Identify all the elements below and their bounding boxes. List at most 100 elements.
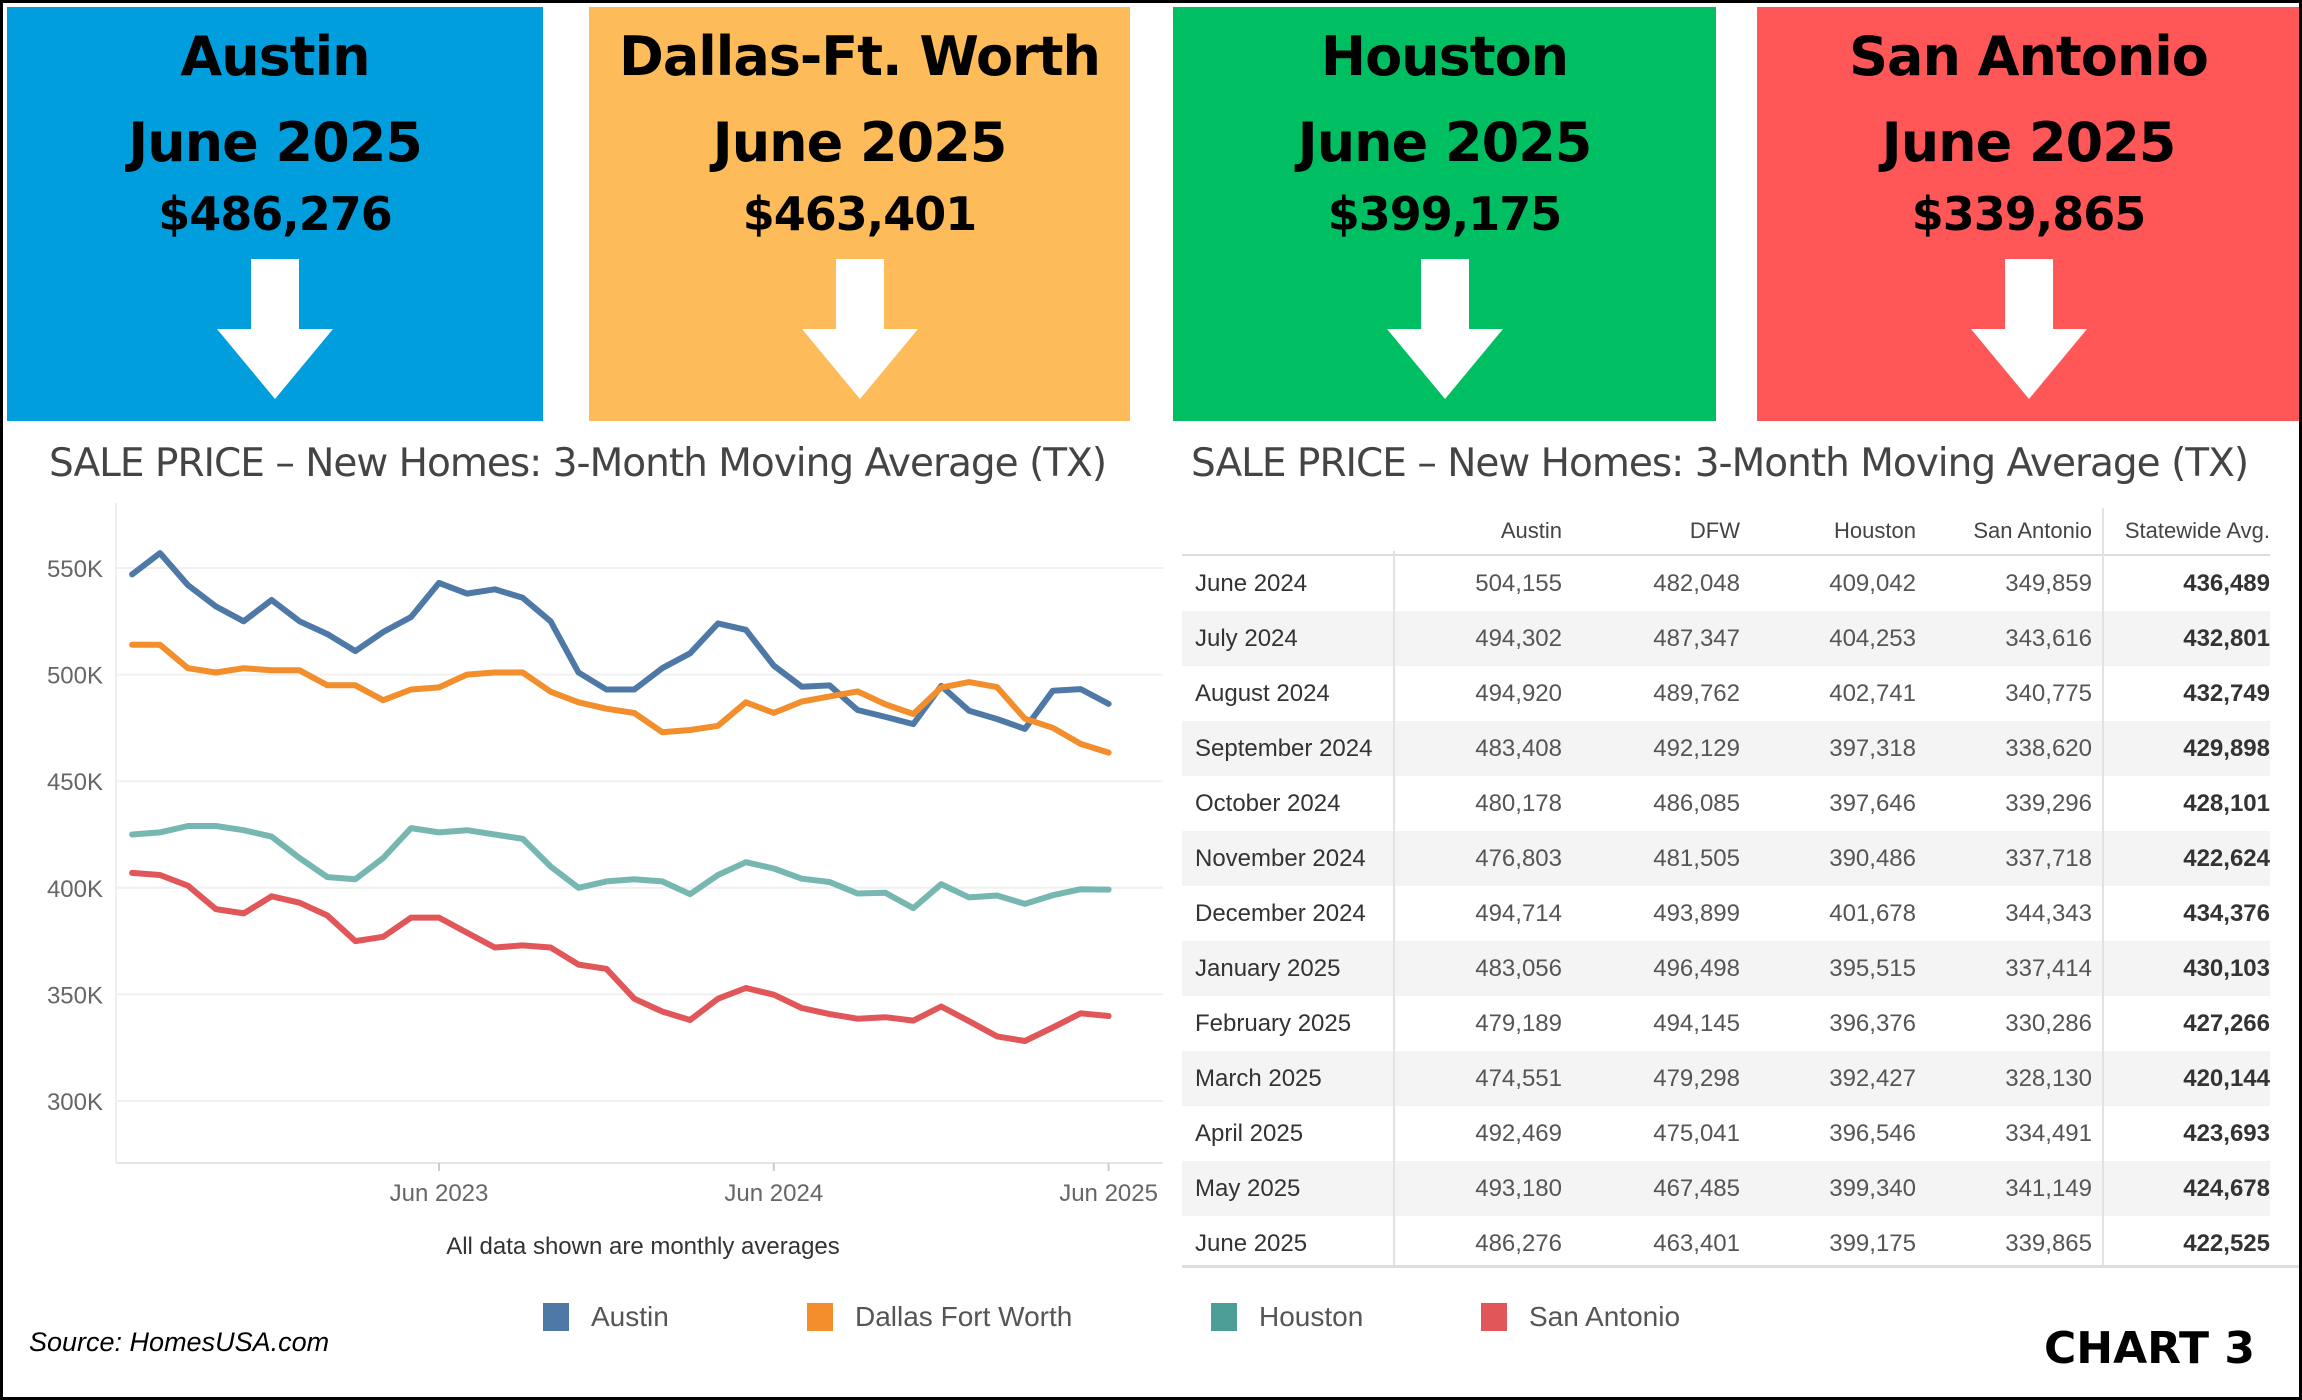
source-credit: Source: HomesUSA.com xyxy=(29,1327,330,1357)
x-tick-label: Jun 2025 xyxy=(1059,1180,1158,1207)
x-tick-label: Jun 2024 xyxy=(724,1180,823,1207)
legend-swatch xyxy=(1481,1303,1507,1331)
table-cell: 399,340 xyxy=(1829,1175,1916,1202)
legend-swatch xyxy=(543,1303,569,1331)
table-cell: 432,801 xyxy=(2183,625,2270,652)
box-city: Dallas-Ft. Worth xyxy=(619,25,1101,88)
legend-dfw: Dallas Fort Worth xyxy=(807,1301,1072,1333)
table-cell: 409,042 xyxy=(1829,570,1916,597)
box-city: Austin xyxy=(180,25,370,88)
table-cell: 494,920 xyxy=(1475,680,1562,707)
legend-swatch xyxy=(1211,1303,1237,1331)
row-label: June 2025 xyxy=(1195,1230,1308,1257)
row-label: August 2024 xyxy=(1195,680,1330,707)
row-label: May 2025 xyxy=(1195,1175,1301,1202)
series-line-dallas-fort-worth xyxy=(129,641,1112,756)
box-city: San Antonio xyxy=(1849,25,2209,88)
table-cell: 479,298 xyxy=(1653,1065,1740,1092)
table-cell: 402,741 xyxy=(1829,680,1916,707)
box-price: $339,865 xyxy=(1911,187,2147,241)
table-cell: 430,103 xyxy=(2183,955,2270,982)
box-date: June 2025 xyxy=(712,111,1008,174)
table-cell: 349,859 xyxy=(2005,570,2092,597)
box-price: $463,401 xyxy=(742,187,978,241)
arrow-down-icon xyxy=(1386,259,1503,399)
table-row: February 2025 479,189 494,145 396,376 330,28… xyxy=(1182,996,2270,1051)
series-line-austin xyxy=(129,550,1112,732)
table-cell: 401,678 xyxy=(1829,900,1916,927)
chart-note: All data shown are monthly averages xyxy=(446,1233,840,1260)
table-cell: 396,376 xyxy=(1829,1010,1916,1037)
table-cell: 338,620 xyxy=(2005,735,2092,762)
y-tick-label: 500K xyxy=(47,663,103,690)
table-title: SALE PRICE – New Homes: 3-Month Moving A… xyxy=(1191,441,2249,486)
table-cell: 330,286 xyxy=(2005,1010,2092,1037)
dfw-summary-box: Dallas-Ft. Worth June 2025 $463,401 xyxy=(589,7,1130,421)
row-label: April 2025 xyxy=(1195,1120,1304,1147)
austin-summary-box: Austin June 2025 $486,276 xyxy=(7,7,543,421)
series-line-san-antonio xyxy=(129,869,1112,1044)
table-row: June 2024 504,155 482,048 409,042 349,859 436… xyxy=(1182,556,2270,611)
arrow-down-icon xyxy=(217,259,333,399)
table-cell: Austin xyxy=(1500,518,1562,543)
table-cell: 343,616 xyxy=(2005,625,2092,652)
arrow-down-icon xyxy=(801,259,918,399)
table-cell: 340,775 xyxy=(2005,680,2092,707)
table-cell: 482,048 xyxy=(1653,570,1740,597)
table-cell: 422,624 xyxy=(2183,845,2270,872)
y-tick-label: 400K xyxy=(47,876,103,903)
table-cell: 328,130 xyxy=(2005,1065,2092,1092)
legend-label: Houston xyxy=(1259,1301,1364,1332)
row-label: February 2025 xyxy=(1195,1010,1352,1037)
table-row: August 2024 494,920 489,762 402,741 340,775 4… xyxy=(1182,666,2270,721)
table-cell: 422,525 xyxy=(2183,1230,2270,1257)
table-row: December 2024 494,714 493,899 401,678 344,34… xyxy=(1182,886,2270,941)
row-label: November 2024 xyxy=(1195,845,1366,872)
table-cell: 496,498 xyxy=(1653,955,1740,982)
legend-houston: Houston xyxy=(1211,1301,1363,1333)
series-line-houston xyxy=(129,823,1112,912)
box-city: Houston xyxy=(1320,25,1569,88)
table-cell: 489,762 xyxy=(1653,680,1740,707)
table-cell: 492,469 xyxy=(1475,1120,1562,1147)
table-cell: 494,145 xyxy=(1653,1010,1740,1037)
legend-label: Dallas Fort Worth xyxy=(855,1301,1073,1332)
table-cell: 344,343 xyxy=(2005,900,2092,927)
table-cell: 467,485 xyxy=(1653,1175,1740,1202)
price-table: Austin DFW Houston San Antonio Statewide Avg… xyxy=(1182,508,2270,1271)
table-row: October 2024 480,178 486,085 397,646 339,296… xyxy=(1182,776,2270,831)
table-row: July 2024 494,302 487,347 404,253 343,616 432… xyxy=(1182,611,2270,666)
row-label: September 2024 xyxy=(1195,735,1373,762)
legend-san-antonio: San Antonio xyxy=(1481,1301,1680,1333)
table-cell: Houston xyxy=(1834,518,1916,543)
table-cell: 429,898 xyxy=(2183,735,2270,762)
row-label: March 2025 xyxy=(1195,1065,1322,1092)
table-cell: 392,427 xyxy=(1829,1065,1916,1092)
legend-austin: Austin xyxy=(543,1301,669,1333)
table-bottom-border xyxy=(1182,1265,2299,1268)
table-cell: 404,253 xyxy=(1829,625,1916,652)
table-cell: 427,266 xyxy=(2183,1010,2270,1037)
arrow-down-icon xyxy=(1970,259,2087,399)
table-cell: 487,347 xyxy=(1653,625,1740,652)
legend-label: Austin xyxy=(591,1301,669,1332)
row-label: January 2025 xyxy=(1195,955,1341,982)
table-cell: 474,551 xyxy=(1475,1065,1562,1092)
table-cell: 339,296 xyxy=(2005,790,2092,817)
table-cell: 494,302 xyxy=(1475,625,1562,652)
table-cell: 483,056 xyxy=(1475,955,1562,982)
y-tick-label: 300K xyxy=(47,1089,103,1116)
table-cell: 397,318 xyxy=(1829,735,1916,762)
table-cell: 481,505 xyxy=(1653,845,1740,872)
table-row: January 2025 483,056 496,498 395,515 337,414… xyxy=(1182,941,2270,996)
table-row: November 2024 476,803 481,505 390,486 337,71… xyxy=(1182,831,2270,886)
chart-title: SALE PRICE – New Homes: 3-Month Moving A… xyxy=(49,441,1107,486)
table-cell: 504,155 xyxy=(1475,570,1562,597)
table-cell: Statewide Avg. xyxy=(2124,518,2270,543)
table-cell: 436,489 xyxy=(2183,570,2270,597)
table-row: June 2025 486,276 463,401 399,175 339,865 422… xyxy=(1182,1216,2270,1271)
san-antonio-summary-box: San Antonio June 2025 $339,865 xyxy=(1757,7,2299,421)
table-cell: 475,041 xyxy=(1653,1120,1740,1147)
table-cell: 492,129 xyxy=(1653,735,1740,762)
table-cell: DFW xyxy=(1689,518,1740,543)
